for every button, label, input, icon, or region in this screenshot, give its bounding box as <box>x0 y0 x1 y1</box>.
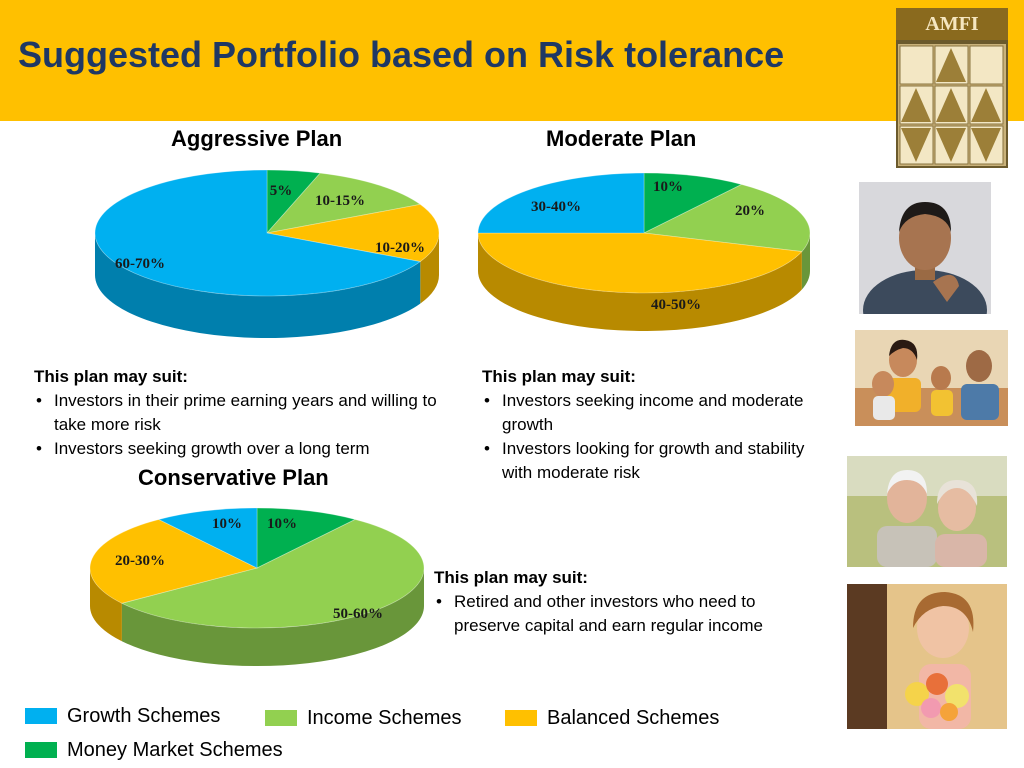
conservative-suit-heading: This plan may suit: <box>434 568 588 587</box>
conservative-slice-label-3: 10% <box>212 516 242 532</box>
moderate-slice-side-1 <box>801 233 810 290</box>
conservative-slice-2 <box>89 519 259 604</box>
elderly-couple-photo <box>847 456 1007 567</box>
aggressive-pie-chart: 5% 10-15% 10-20% 60-70% <box>94 169 440 338</box>
bullet-icon: • <box>436 592 442 611</box>
aggressive-suit-text: This plan may suit: • Investors in their … <box>34 365 444 461</box>
aggressive-slice-label-2: 10-20% <box>375 240 425 256</box>
aggressive-slice-label-3: 60-70% <box>115 256 165 272</box>
conservative-slice-3 <box>157 507 258 569</box>
conservative-pie-chart: 10% 50-60% 20-30% 10% <box>89 507 425 666</box>
conservative-slice-side-2 <box>90 568 122 642</box>
legend-swatch <box>25 742 57 758</box>
legend-label: Money Market Schemes <box>67 738 283 761</box>
family-photo <box>855 330 1008 426</box>
moderate-suit-item-text: Investors seeking income and moderate gr… <box>502 391 804 434</box>
aggressive-plan-title: Aggressive Plan <box>171 126 343 151</box>
family-icon <box>855 330 1008 426</box>
legend-label: Growth Schemes <box>67 704 221 727</box>
bullet-icon: • <box>36 391 42 410</box>
conservative-slice-label-1: 50-60% <box>333 606 383 622</box>
moderate-slice-1 <box>642 184 811 252</box>
conservative-suit-item-text: Retired and other investors who need to … <box>454 592 764 635</box>
girl-with-flowers-icon <box>847 584 1007 729</box>
legend-item-balanced: Balanced Schemes <box>505 706 719 730</box>
aggressive-suit-item-text: Investors in their prime earning years a… <box>54 391 437 434</box>
legend-item-money-market: Money Market Schemes <box>25 738 283 762</box>
conservative-slice-label-0: 10% <box>267 516 297 532</box>
logo-text: AMFI <box>896 8 1008 40</box>
bullet-icon: • <box>484 439 490 458</box>
girl-with-flowers-photo <box>847 584 1007 729</box>
aggressive-slice-3 <box>94 169 422 297</box>
elderly-couple-icon <box>847 456 1007 567</box>
moderate-slice-2 <box>477 232 803 294</box>
legend-item-income: Income Schemes <box>265 706 462 730</box>
moderate-suit-text: This plan may suit: • Investors seeking i… <box>482 365 812 485</box>
aggressive-slice-label-1: 10-15% <box>315 193 365 209</box>
bullet-icon: • <box>36 439 42 458</box>
conservative-slice-1 <box>120 519 425 629</box>
aggressive-slice-1 <box>265 172 422 234</box>
conservative-suit-text: This plan may suit: • Retired and other i… <box>434 566 804 638</box>
aggressive-slice-side-2 <box>420 233 439 304</box>
aggressive-slice-side-3 <box>95 233 421 338</box>
amfi-logo: AMFI <box>896 8 1008 168</box>
aggressive-suit-item-text: Investors seeking growth over a long ter… <box>54 439 370 458</box>
aggressive-slice-0 <box>266 169 321 235</box>
moderate-pie-chart: 10% 20% 40-50% 30-40% <box>477 172 811 331</box>
moderate-slice-0 <box>643 172 743 234</box>
aggressive-slice-2 <box>266 203 440 263</box>
aggressive-suit-heading: This plan may suit: <box>34 367 188 386</box>
moderate-slice-side-2 <box>478 233 802 331</box>
person-icon <box>859 182 991 314</box>
legend-item-growth: Growth Schemes <box>25 704 220 728</box>
moderate-slice-label-0: 10% <box>653 179 683 195</box>
moderate-suit-heading: This plan may suit: <box>482 367 636 386</box>
moderate-suit-item: • Investors looking for growth and stabil… <box>482 437 812 485</box>
conservative-slice-0 <box>256 507 357 569</box>
conservative-slice-side-1 <box>121 568 424 666</box>
aggressive-suit-item: • Investors seeking growth over a long te… <box>34 437 444 461</box>
moderate-slice-3 <box>477 172 645 234</box>
moderate-plan-title: Moderate Plan <box>546 126 697 151</box>
header-band <box>0 0 1024 121</box>
legend-label: Balanced Schemes <box>547 706 720 729</box>
moderate-slice-label-2: 40-50% <box>651 297 701 313</box>
moderate-suit-item-text: Investors looking for growth and stabili… <box>502 439 805 482</box>
legend-swatch <box>25 708 57 724</box>
conservative-plan-title: Conservative Plan <box>138 465 329 490</box>
bullet-icon: • <box>484 391 490 410</box>
legend-swatch <box>265 710 297 726</box>
legend-label: Income Schemes <box>307 706 462 729</box>
conservative-slice-label-2: 20-30% <box>115 553 165 569</box>
young-man-photo <box>859 182 991 314</box>
page-title: Suggested Portfolio based on Risk tolera… <box>18 34 785 75</box>
moderate-slice-label-3: 30-40% <box>531 199 581 215</box>
aggressive-suit-item: • Investors in their prime earning years … <box>34 389 444 437</box>
logo-triangles-icon <box>898 44 1006 166</box>
aggressive-slice-label-0: 5% <box>270 183 293 199</box>
legend-swatch <box>505 710 537 726</box>
moderate-suit-item: • Investors seeking income and moderate g… <box>482 389 812 437</box>
conservative-suit-item: • Retired and other investors who need to… <box>434 590 804 638</box>
moderate-slice-label-1: 20% <box>735 203 765 219</box>
